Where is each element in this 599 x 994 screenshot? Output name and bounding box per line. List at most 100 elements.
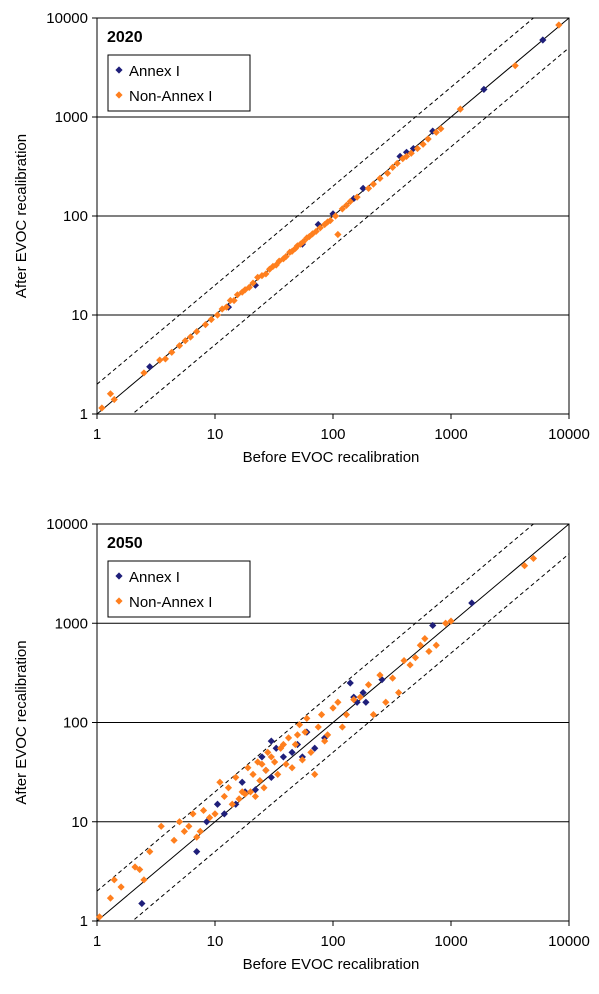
data-point [406,661,414,669]
data-point [429,127,437,135]
data-point [267,753,275,761]
data-point [161,355,170,363]
chart-2050: 1 10 100 1000 10000 1 10 100 1000 10000 Before EVO… [13,516,590,973]
data-point [232,773,240,781]
x-axis-label: Before EVOC recalibration [243,956,420,973]
data-point [249,279,257,287]
series-Non-Annex I [95,554,538,921]
data-point [279,753,288,761]
legend-label: Non-Annex I [129,88,212,105]
data-point [305,232,313,241]
data-point [291,740,299,749]
data-point [269,262,277,270]
data-point [230,296,238,305]
data-point [206,814,214,822]
data-point [442,619,450,627]
data-point [274,770,282,778]
data-point [447,617,455,625]
data-point [362,698,370,706]
data-point [389,163,397,171]
legend-label: Annex I [129,569,180,586]
data-point [175,818,184,826]
data-point [364,184,373,193]
data-point [138,899,146,908]
data-point [356,693,364,701]
x-tick-label: 10000 [548,426,590,443]
data-point [157,822,165,830]
x-axis-label: Before EVOC recalibration [243,449,420,466]
data-point [369,711,378,719]
data-point [334,698,342,706]
y-tick-label: 10000 [46,10,88,27]
data-point [264,748,272,756]
data-point [110,876,118,884]
data-point [251,792,260,801]
data-point [211,810,219,818]
chart-2020: 1 10 100 1000 10000 1 10 100 1000 10000 Before EVO… [13,10,590,466]
data-point [338,723,346,731]
data-point [106,894,115,902]
data-point [421,635,429,643]
data-point [213,311,222,319]
data-point [288,764,296,772]
y-tick-label: 100 [63,715,88,732]
data-point [359,184,367,193]
legend-marker [115,572,123,580]
data-point [342,711,351,719]
data-point [251,281,260,289]
x-tick-label: 1000 [434,933,467,950]
data-point [400,657,408,665]
data-point [196,827,204,835]
data-point [295,721,304,729]
data-point [244,764,252,772]
data-point [303,234,311,242]
data-point [346,197,354,206]
data-point [480,85,488,94]
data-point [220,810,228,818]
data-point [267,773,275,781]
data-point [168,348,176,356]
data-point [228,800,236,808]
legend-label: Non-Annex I [129,594,212,611]
data-point [296,240,305,248]
data-point [539,36,547,44]
data-point [193,848,201,856]
data-point [321,737,329,745]
x-tick-label: 10 [207,933,224,950]
data-point [146,363,154,371]
data-point [396,152,404,160]
data-point [201,320,210,329]
data-point [338,205,346,213]
factor-line-dashed [131,47,569,414]
data-point [555,21,563,29]
data-point [233,291,242,299]
data-point [117,883,125,891]
data-point [251,786,260,794]
data-point [468,599,476,607]
data-point [282,252,290,261]
data-point [432,641,440,649]
chart-title: 2050 [107,535,143,552]
data-point [298,756,306,764]
data-point [224,784,233,792]
data-point [432,128,440,136]
legend-box [107,560,251,618]
y-tick-label: 1 [80,913,88,930]
y-tick-label: 10000 [46,516,88,533]
data-point [314,723,322,731]
data-point [350,696,358,704]
data-point [402,148,411,156]
data-point [376,174,384,182]
data-point [185,822,193,830]
data-point [342,201,351,209]
data-point [288,748,296,756]
y-tick-label: 1000 [55,615,88,632]
factor-line-dashed [131,553,569,921]
y-axis-label: After EVOC recalibration [13,134,30,298]
data-point [271,758,279,766]
data-point [222,303,231,311]
factor-line-dashed [97,524,535,892]
y-tick-label: 1 [80,406,88,423]
